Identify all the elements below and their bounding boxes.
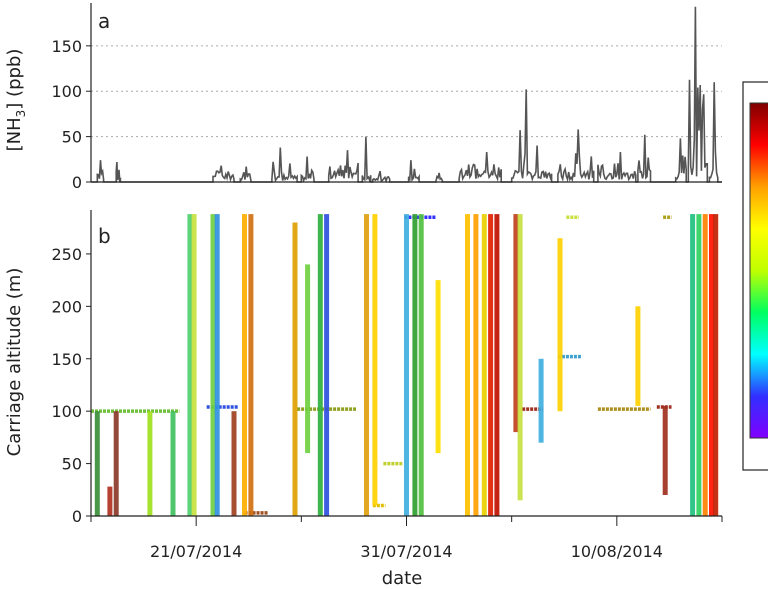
panel-b-profile [248, 214, 254, 516]
panel-b-y-label: Carriage altitude (m) [4, 268, 25, 457]
panel-b-x-tick-label: 31/07/2014 [360, 542, 452, 561]
panel-b-x-ticks: 21/07/2014 31/07/2014 10/08/2014 [90, 516, 723, 561]
panel-b-profile [404, 214, 409, 516]
colorbar-gradient [749, 102, 768, 439]
panel-b-profile [231, 411, 237, 516]
panel-b-profile [170, 411, 176, 516]
panel-b-profile [488, 214, 494, 516]
panel-b-x-tick-label: 21/07/2014 [150, 542, 242, 561]
panel-a-nh3-line [91, 6, 722, 184]
panel-b-profile [494, 214, 500, 516]
panel-b-profile [517, 214, 523, 501]
panel-a-y-tick-label: 50 [62, 128, 82, 147]
panel-b-profile [305, 264, 311, 454]
panel-b-profile [242, 214, 247, 516]
panel-b-y-tick-label: 150 [51, 350, 82, 369]
panel-b-profile [324, 214, 330, 516]
panel-b-profile [690, 214, 696, 516]
panel-b-profile [418, 214, 424, 516]
panel-b-profile [412, 214, 418, 516]
panel-b-profile [435, 280, 441, 454]
panel-b-profile [214, 214, 220, 516]
panel-a-label: a [98, 9, 110, 33]
panel-b-x-label: date [382, 568, 423, 589]
panel-b-profile [662, 405, 668, 495]
panel-b-profile [481, 214, 487, 516]
panel-b-y-tick-label: 200 [51, 297, 82, 316]
panel-b-profile [317, 214, 323, 516]
panel-b-profile [292, 222, 298, 516]
panel-b-profile [635, 306, 641, 406]
panel-b-x-tick-label: 10/08/2014 [571, 542, 663, 561]
panel-b-profile [473, 214, 479, 516]
panel-a-y-ticks: 0 50 100 150 [51, 37, 91, 192]
panel-b-profile [465, 214, 470, 516]
panel-a-y-tick-label: 0 [72, 173, 82, 192]
panel-b-label: b [98, 224, 111, 248]
panel-a-y-label: [NH3] (ppb) [4, 49, 28, 152]
panel-b-profile [113, 411, 119, 516]
colorbar [742, 81, 768, 471]
panel-b-profile [513, 214, 519, 433]
panel-b-profile [557, 238, 563, 412]
panel-b-profile [147, 411, 153, 516]
panel-b-profile [191, 214, 197, 516]
panel-b-profile [107, 486, 113, 516]
panel-b-horizontal-segments [91, 215, 672, 515]
panel-b-profile [709, 214, 714, 516]
panel-b-y-tick-label: 100 [51, 402, 82, 421]
panel-b-profile [94, 411, 100, 516]
panel-a-nh3-timeseries: 0 50 100 150 a [NH3] (ppb) [4, 3, 722, 192]
panel-b-profile [372, 214, 378, 506]
panel-b-profile [713, 214, 719, 516]
panel-b-profile [696, 214, 702, 516]
panel-a-y-tick-label: 100 [51, 82, 82, 101]
panel-b-altitude-scatter: 0 50 100 150 200 250 21/07/2014 31/07/2014 10/0… [4, 210, 723, 589]
panel-a-nh3-trace [91, 6, 722, 184]
panel-b-y-tick-label: 250 [51, 245, 82, 264]
panel-b-profile [210, 214, 216, 516]
panel-a-y-tick-label: 150 [51, 37, 82, 56]
panel-a-gridlines [91, 45, 722, 138]
panel-b-profile [702, 214, 708, 516]
panel-b-y-ticks: 0 50 100 150 200 250 [51, 245, 91, 526]
panel-b-profile [187, 214, 193, 516]
panel-b-profile [364, 214, 369, 516]
panel-b-profile [538, 358, 544, 443]
panel-b-y-tick-label: 0 [72, 507, 82, 526]
panel-b-y-tick-label: 50 [62, 455, 82, 474]
panel-b-vertical-profiles [94, 214, 719, 516]
